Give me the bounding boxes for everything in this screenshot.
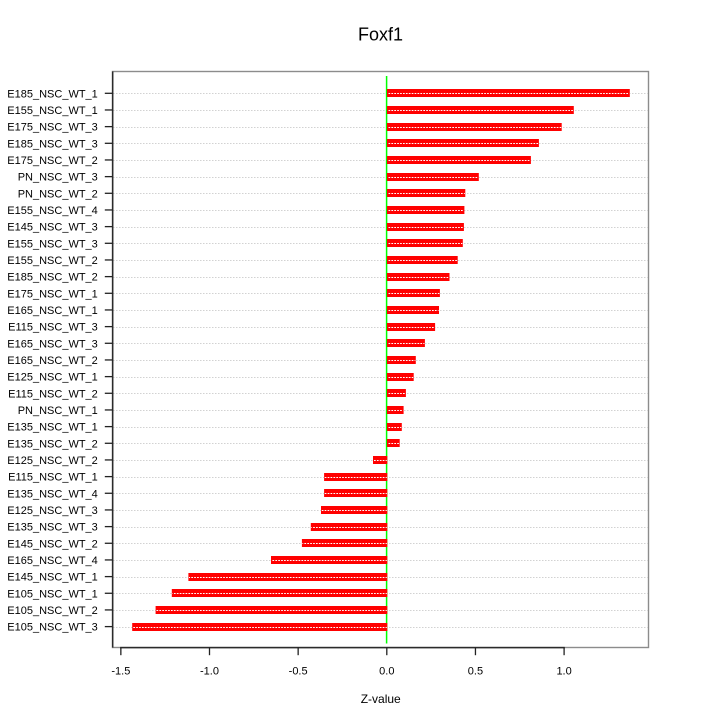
svg-text:E165_NSC_WT_3: E165_NSC_WT_3 [7,338,98,350]
svg-text:E115_NSC_WT_3: E115_NSC_WT_3 [8,322,98,334]
svg-text:0.5: 0.5 [468,666,483,678]
svg-text:E155_NSC_WT_3: E155_NSC_WT_3 [7,238,98,250]
svg-text:0.0: 0.0 [379,666,394,678]
svg-text:E155_NSC_WT_4: E155_NSC_WT_4 [7,205,98,217]
svg-text:E115_NSC_WT_1: E115_NSC_WT_1 [8,472,98,484]
svg-text:E185_NSC_WT_3: E185_NSC_WT_3 [7,138,98,150]
svg-text:E135_NSC_WT_2: E135_NSC_WT_2 [7,438,98,450]
svg-text:E165_NSC_WT_4: E165_NSC_WT_4 [7,555,98,567]
svg-text:E175_NSC_WT_1: E175_NSC_WT_1 [7,288,98,300]
svg-text:-0.5: -0.5 [289,666,308,678]
svg-text:PN_NSC_WT_1: PN_NSC_WT_1 [18,405,98,417]
svg-text:Foxf1: Foxf1 [358,24,403,44]
svg-text:Z-value: Z-value [361,692,401,706]
svg-text:E155_NSC_WT_2: E155_NSC_WT_2 [7,255,98,267]
svg-text:E135_NSC_WT_3: E135_NSC_WT_3 [7,522,98,534]
svg-text:E135_NSC_WT_1: E135_NSC_WT_1 [7,422,98,434]
svg-text:PN_NSC_WT_3: PN_NSC_WT_3 [18,172,98,184]
svg-text:PN_NSC_WT_2: PN_NSC_WT_2 [18,188,98,200]
svg-text:E105_NSC_WT_1: E105_NSC_WT_1 [7,588,98,600]
svg-text:E105_NSC_WT_3: E105_NSC_WT_3 [7,622,98,634]
svg-text:E145_NSC_WT_1: E145_NSC_WT_1 [7,572,98,584]
svg-text:E105_NSC_WT_2: E105_NSC_WT_2 [7,605,98,617]
svg-text:E125_NSC_WT_3: E125_NSC_WT_3 [7,505,98,517]
svg-text:E185_NSC_WT_2: E185_NSC_WT_2 [7,272,98,284]
svg-text:E165_NSC_WT_2: E165_NSC_WT_2 [7,355,98,367]
svg-text:E145_NSC_WT_3: E145_NSC_WT_3 [7,222,98,234]
svg-text:1.0: 1.0 [556,666,571,678]
svg-text:E125_NSC_WT_2: E125_NSC_WT_2 [7,455,98,467]
svg-text:E115_NSC_WT_2: E115_NSC_WT_2 [8,388,98,400]
svg-text:E165_NSC_WT_1: E165_NSC_WT_1 [7,305,98,317]
svg-text:E155_NSC_WT_1: E155_NSC_WT_1 [7,105,98,117]
svg-text:E175_NSC_WT_2: E175_NSC_WT_2 [7,155,98,167]
svg-text:E135_NSC_WT_4: E135_NSC_WT_4 [7,488,98,500]
svg-text:-1.5: -1.5 [111,666,130,678]
svg-text:-1.0: -1.0 [200,666,219,678]
svg-text:E185_NSC_WT_1: E185_NSC_WT_1 [7,88,98,100]
svg-text:E145_NSC_WT_2: E145_NSC_WT_2 [7,538,98,550]
svg-text:E125_NSC_WT_1: E125_NSC_WT_1 [7,372,98,384]
svg-text:E175_NSC_WT_3: E175_NSC_WT_3 [7,122,98,134]
